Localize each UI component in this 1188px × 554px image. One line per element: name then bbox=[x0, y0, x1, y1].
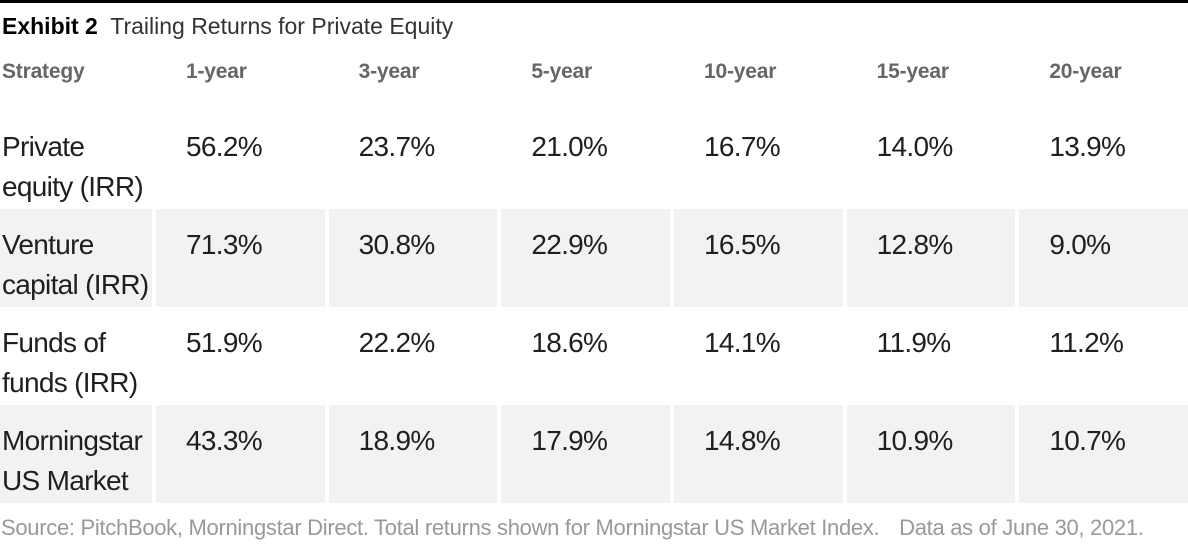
strategy-cell: Private equity (IRR) bbox=[0, 111, 152, 209]
value-cell: 51.9% bbox=[186, 327, 263, 358]
column-header-1-year: 1-year bbox=[186, 60, 247, 83]
value-cell: 11.9% bbox=[876, 327, 952, 358]
value-cell: 10.7% bbox=[1019, 405, 1188, 503]
table-row-private-equity: Private equity (IRR) 56.2% 23.7% 21.0% 1… bbox=[0, 111, 1188, 209]
strategy-cell: Morningstar US Market bbox=[0, 405, 152, 503]
value-cell: 17.9% bbox=[501, 405, 670, 503]
column-header-5-year: 5-year bbox=[531, 60, 593, 83]
value-cell: 30.8% bbox=[328, 209, 498, 307]
value-cell: 13.9% bbox=[1049, 131, 1126, 162]
value-cell: 18.6% bbox=[531, 327, 608, 358]
as-of-date-text: Data as of June 30, 2021. bbox=[899, 515, 1144, 540]
strategy-label-line: Venture bbox=[2, 229, 94, 260]
column-header-10-year: 10-year bbox=[704, 60, 777, 83]
strategy-label-line: Funds of bbox=[2, 327, 106, 358]
column-header-strategy: Strategy bbox=[2, 60, 85, 83]
value-cell: 71.3% bbox=[156, 209, 325, 307]
exhibit-title: Exhibit 2 Trailing Returns for Private E… bbox=[0, 3, 1188, 40]
table-row-morningstar-us-market: Morningstar US Market 43.3% 18.9% 17.9% … bbox=[0, 405, 1188, 503]
value-cell: 56.2% bbox=[186, 131, 263, 162]
value-cell: 9.0% bbox=[1019, 209, 1188, 307]
source-note: Source: PitchBook, Morningstar Direct. T… bbox=[0, 503, 1188, 541]
exhibit-label: Exhibit 2 bbox=[2, 13, 98, 39]
value-cell: 18.9% bbox=[328, 405, 498, 503]
strategy-label-line: funds (IRR) bbox=[2, 367, 138, 398]
value-cell: 16.7% bbox=[704, 131, 781, 162]
strategy-label-line: Private bbox=[2, 131, 85, 162]
value-cell: 14.8% bbox=[674, 405, 843, 503]
strategy-label-line: Morningstar bbox=[2, 425, 143, 456]
strategy-cell: Funds of funds (IRR) bbox=[0, 307, 152, 405]
table-row-venture-capital: Venture capital (IRR) 71.3% 30.8% 22.9% … bbox=[0, 209, 1188, 307]
value-cell: 23.7% bbox=[358, 131, 436, 162]
strategy-label-line: capital (IRR) bbox=[2, 269, 149, 300]
column-header-3-year: 3-year bbox=[358, 60, 420, 83]
table-header-row: Strategy 1-year 3-year 5-year 10-year 15… bbox=[0, 58, 1188, 111]
column-header-20-year: 20-year bbox=[1049, 60, 1122, 83]
value-cell: 21.0% bbox=[531, 131, 608, 162]
strategy-label-line: equity (IRR) bbox=[2, 171, 144, 202]
value-cell: 10.9% bbox=[846, 405, 1016, 503]
strategy-label-line: US Market bbox=[2, 465, 129, 496]
value-cell: 22.9% bbox=[501, 209, 670, 307]
source-text: Source: PitchBook, Morningstar Direct. T… bbox=[1, 515, 880, 540]
top-rule bbox=[0, 0, 1188, 3]
strategy-cell: Venture capital (IRR) bbox=[0, 209, 152, 307]
exhibit-name: Trailing Returns for Private Equity bbox=[110, 13, 454, 39]
column-header-15-year: 15-year bbox=[876, 60, 949, 83]
value-cell: 11.2% bbox=[1049, 327, 1124, 358]
value-cell: 14.1% bbox=[704, 327, 781, 358]
value-cell: 22.2% bbox=[358, 327, 436, 358]
value-cell: 16.5% bbox=[674, 209, 843, 307]
value-cell: 14.0% bbox=[876, 131, 954, 162]
value-cell: 12.8% bbox=[846, 209, 1016, 307]
table-row-funds-of-funds: Funds of funds (IRR) 51.9% 22.2% 18.6% 1… bbox=[0, 307, 1188, 405]
value-cell: 43.3% bbox=[156, 405, 325, 503]
